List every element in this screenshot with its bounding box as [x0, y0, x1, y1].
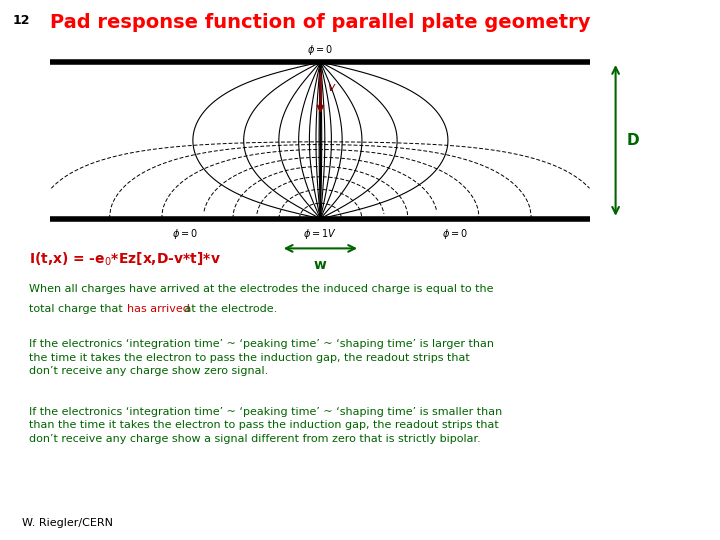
Text: $\phi = 0$: $\phi = 0$ — [443, 227, 468, 241]
Text: If the electronics ‘integration time’ ~ ‘peaking time’ ~ ‘shaping time’ is small: If the electronics ‘integration time’ ~ … — [29, 407, 502, 444]
Text: w: w — [314, 258, 327, 272]
Text: v: v — [328, 81, 335, 94]
Text: If the electronics ‘integration time’ ~ ‘peaking time’ ~ ‘shaping time’ is large: If the electronics ‘integration time’ ~ … — [29, 339, 494, 376]
Text: has arrived: has arrived — [127, 304, 190, 314]
Text: Pad response function of parallel plate geometry: Pad response function of parallel plate … — [50, 14, 591, 32]
Text: total charge that: total charge that — [29, 304, 126, 314]
Text: $\phi = 0$: $\phi = 0$ — [307, 43, 333, 57]
Text: $\phi = 1V$: $\phi = 1V$ — [304, 227, 337, 241]
Text: D: D — [626, 133, 639, 148]
Text: I(t,x) = -e$_0$*Ez[x,D-v*t]*v: I(t,x) = -e$_0$*Ez[x,D-v*t]*v — [29, 251, 221, 268]
Text: at the electrode.: at the electrode. — [181, 304, 278, 314]
Text: W. Riegler/CERN: W. Riegler/CERN — [22, 518, 112, 528]
Text: When all charges have arrived at the electrodes the induced charge is equal to t: When all charges have arrived at the ele… — [29, 284, 493, 294]
Text: $\phi = 0$: $\phi = 0$ — [173, 227, 198, 241]
Text: 12: 12 — [13, 14, 30, 26]
